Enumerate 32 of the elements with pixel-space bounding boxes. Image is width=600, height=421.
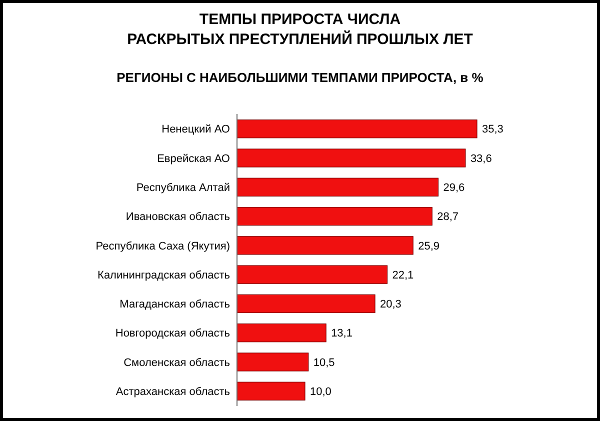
bar	[236, 148, 466, 168]
bar	[236, 206, 432, 226]
y-tick-label: Еврейская АО	[157, 152, 230, 165]
data-label: 25,9	[418, 240, 440, 252]
data-label: 35,3	[482, 124, 504, 136]
y-tick-label: Ненецкий АО	[162, 124, 230, 136]
data-label: 29,6	[443, 182, 465, 194]
bar	[236, 120, 478, 138]
bar	[236, 178, 439, 196]
chart-subtitle: РЕГИОНЫ С НАИБОЛЬШИМИ ТЕМПАМИ ПРИРОСТА, в %	[116, 70, 484, 85]
y-tick-label: Магаданская область	[120, 298, 230, 311]
data-label: 22,1	[392, 269, 414, 282]
bar	[236, 352, 309, 372]
y-tick-label: Калининградская область	[98, 269, 230, 282]
bar	[236, 294, 376, 314]
bar	[236, 236, 414, 255]
y-tick-label: Смоленская область	[124, 356, 230, 369]
y-tick-label: Астраханская область	[116, 386, 230, 398]
data-label: 28,7	[437, 211, 459, 224]
data-label: 33,6	[470, 152, 492, 165]
y-tick-label: Новгородская область	[115, 328, 230, 340]
bar	[236, 382, 306, 400]
y-tick-label: Республика Алтай	[136, 182, 230, 194]
bar	[236, 324, 326, 342]
data-label: 13,1	[331, 328, 352, 340]
chart-title: ТЕМПЫ ПРИРОСТА ЧИСЛА РАСКРЫТЫХ ПРЕСТУПЛЕНИЙ ПРОШЛЫХ ЛЕТ	[127, 11, 473, 48]
y-tick-label: Республика Саха (Якутия)	[96, 240, 230, 252]
data-label: 10,5	[313, 356, 335, 369]
bar	[236, 265, 388, 284]
data-label: 10,0	[310, 386, 332, 398]
y-tick-label: Ивановская область	[126, 211, 230, 224]
data-label: 20,3	[380, 298, 402, 311]
